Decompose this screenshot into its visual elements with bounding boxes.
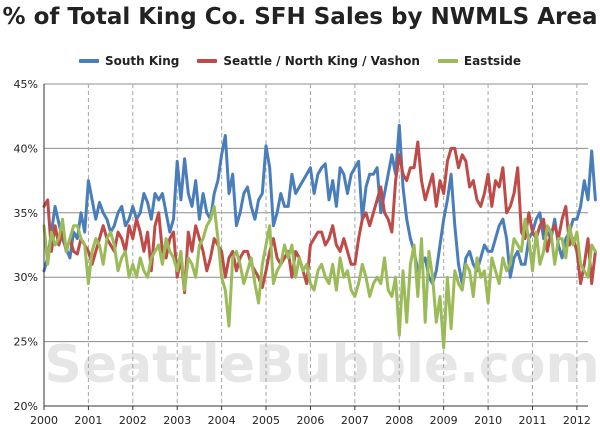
legend-label: Eastside	[463, 54, 522, 68]
x-tick-label: 2000	[30, 414, 58, 427]
legend-item-0: South King	[78, 54, 180, 68]
x-tick-label: 2007	[341, 414, 369, 427]
y-tick-label: 45%	[14, 78, 38, 91]
series-line-1	[42, 140, 597, 295]
x-tick-label: 2001	[74, 414, 102, 427]
legend-swatch	[197, 59, 218, 63]
y-tick-label: 25%	[14, 336, 38, 349]
series-line-2	[42, 204, 597, 350]
x-tick-label: 2010	[474, 414, 502, 427]
series-line-0	[42, 123, 597, 286]
x-tick-label: 2003	[163, 414, 191, 427]
x-tick-label: 2011	[518, 414, 546, 427]
plot-background	[44, 84, 588, 406]
x-tick-label: 2012	[563, 414, 591, 427]
y-tick-label: 40%	[14, 142, 38, 155]
y-tick-label: 35%	[14, 207, 38, 220]
x-tick-label: 2006	[296, 414, 324, 427]
x-tick-label: 2005	[252, 414, 280, 427]
legend-item-1: Seattle / North King / Vashon	[197, 54, 420, 68]
legend-label: South King	[104, 54, 180, 68]
y-tick-label: 20%	[14, 400, 38, 413]
legend-item-2: Eastside	[437, 54, 522, 68]
legend-swatch	[437, 59, 458, 63]
x-tick-label: 2009	[430, 414, 458, 427]
x-tick-label: 2008	[385, 414, 413, 427]
x-tick-label: 2002	[119, 414, 147, 427]
x-tick-label: 2004	[208, 414, 236, 427]
y-tick-label: 30%	[14, 271, 38, 284]
legend-label: Seattle / North King / Vashon	[223, 54, 420, 68]
chart-legend: South King Seattle / North King / Vashon E…	[0, 52, 600, 68]
watermark-text: SeattleBubble.com	[44, 335, 599, 395]
chart-title: % of Total King Co. SFH Sales by NWMLS A…	[2, 4, 598, 30]
legend-swatch	[78, 59, 99, 63]
